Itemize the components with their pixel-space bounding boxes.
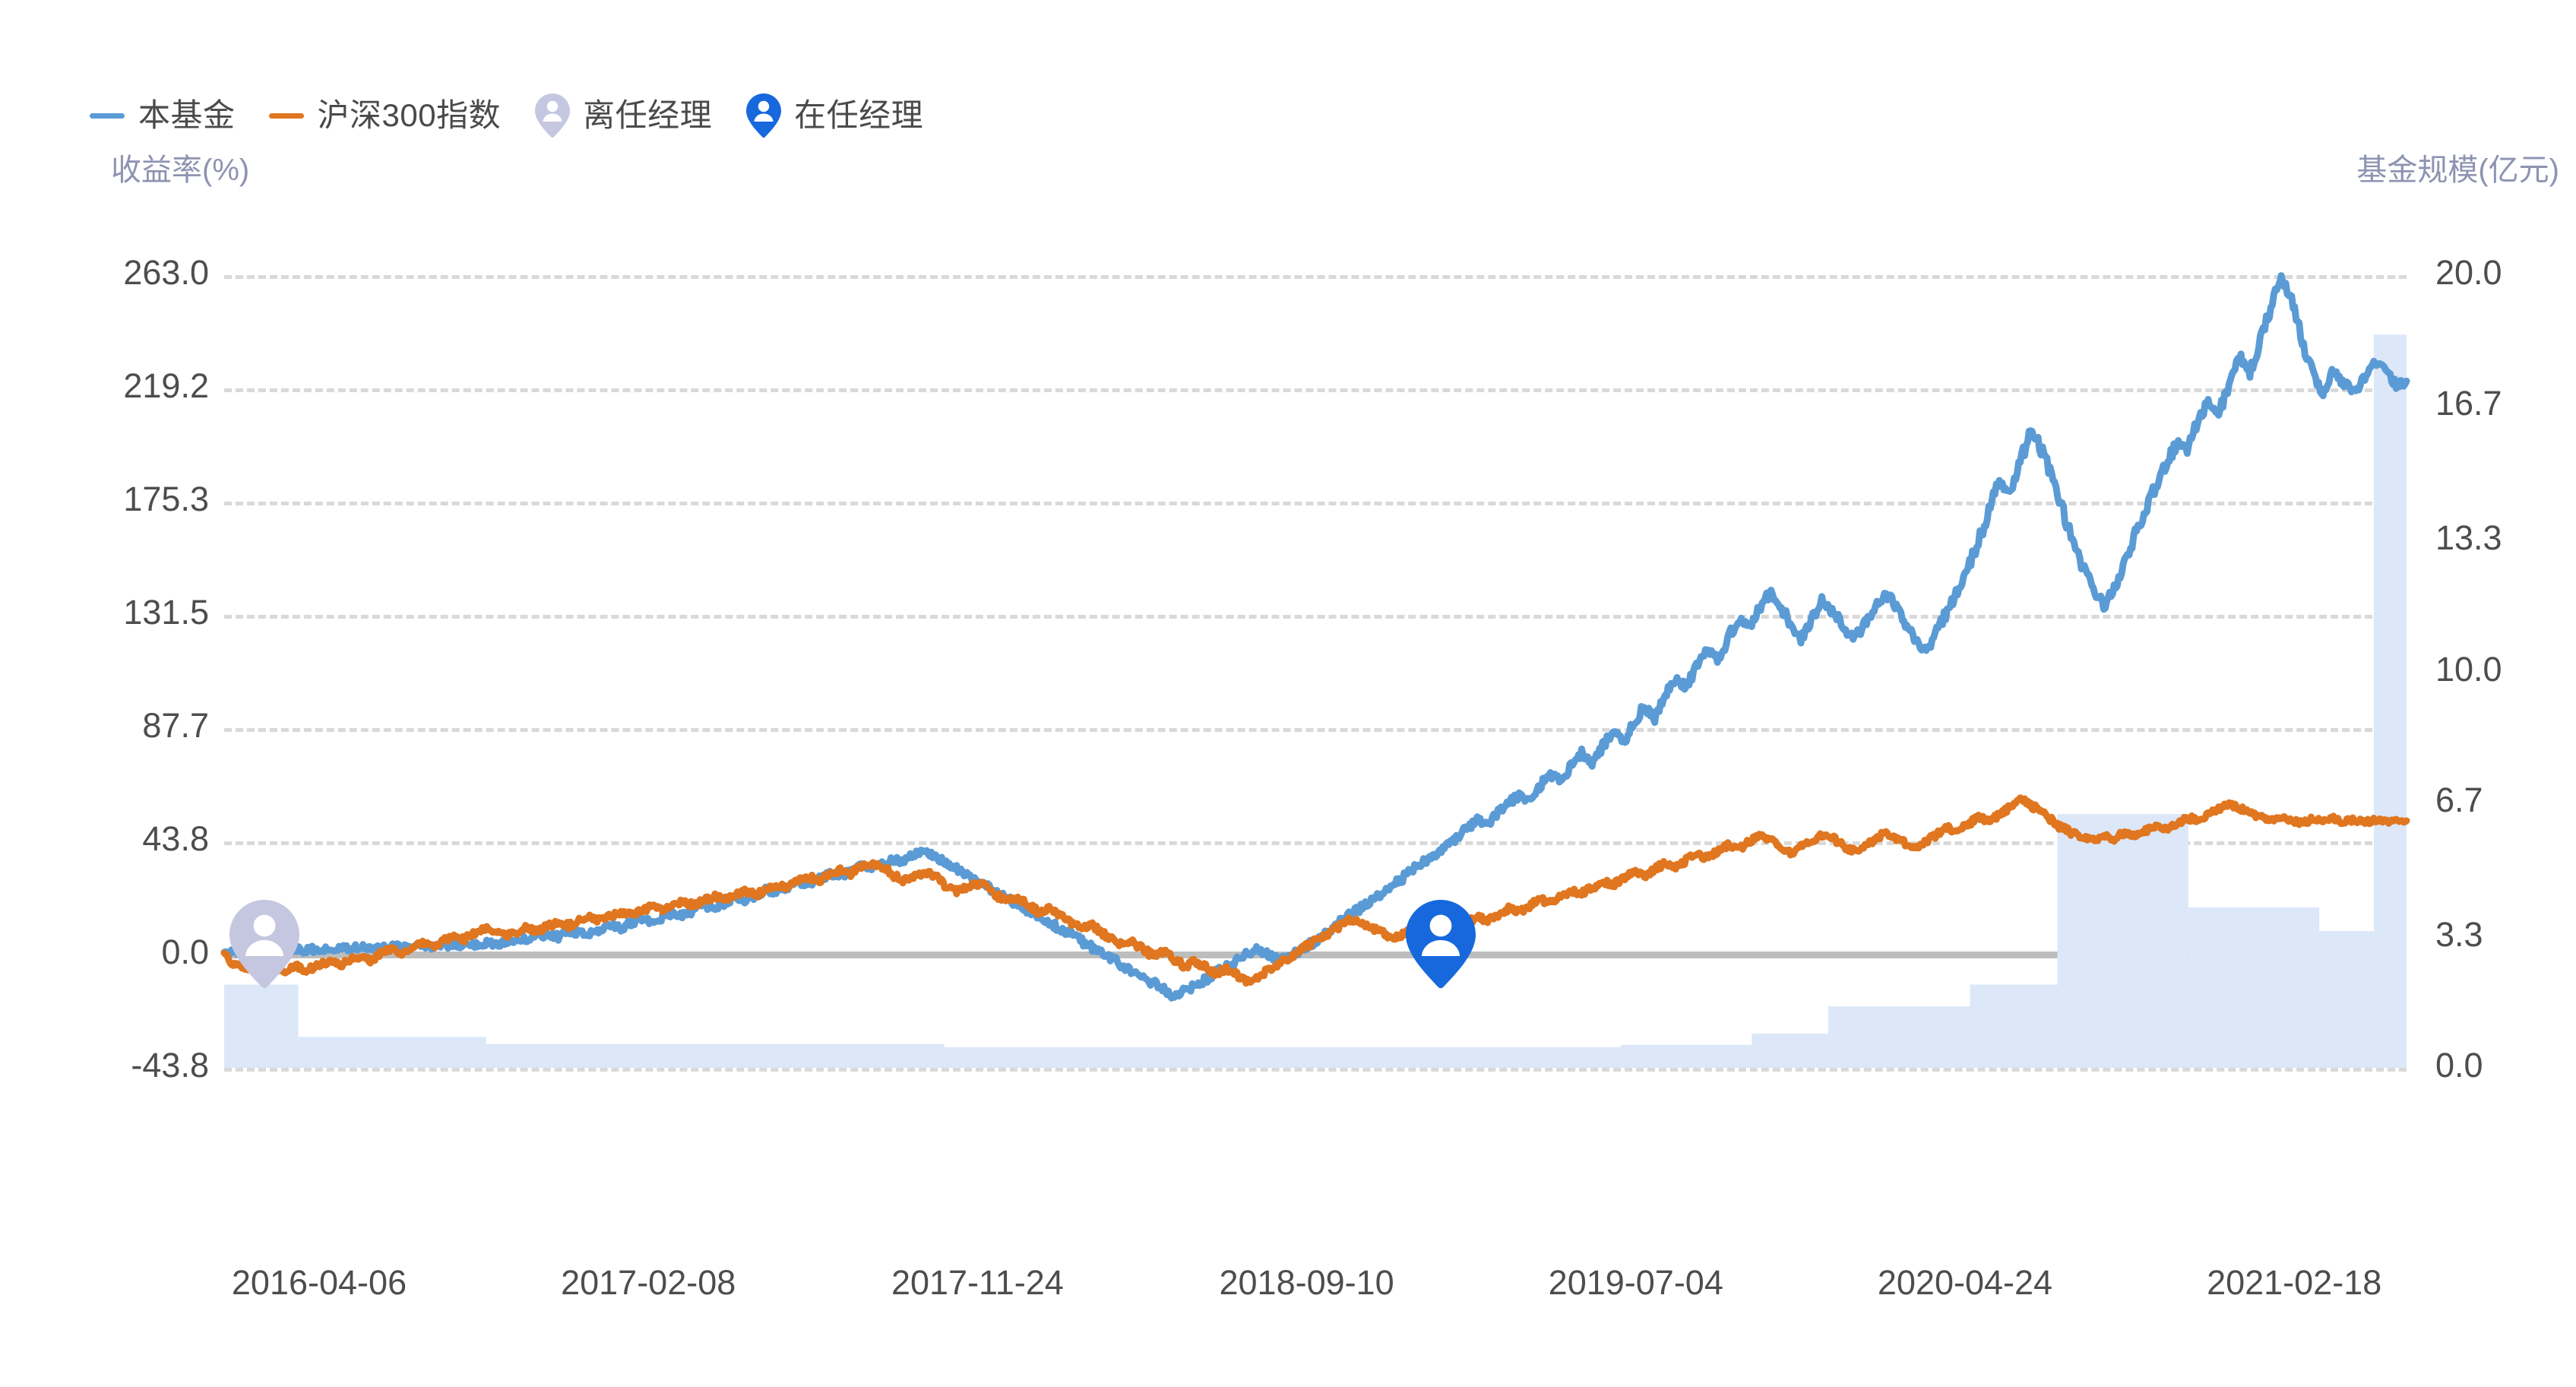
gridline: [224, 727, 2407, 732]
legend-label-fund: 本基金: [138, 97, 236, 133]
gridline: [224, 275, 2407, 279]
fund-size-bar: [486, 1043, 945, 1068]
chart-legend: 本基金 沪深300指数 离任经理: [90, 93, 957, 138]
gridline: [224, 615, 2407, 619]
gridline: [224, 1068, 2407, 1072]
x-tick-label: 2018-09-10: [1219, 1263, 1394, 1302]
person-pin-icon: [1406, 899, 1476, 988]
left-tick-label: 175.3: [123, 480, 209, 519]
zero-baseline: [224, 952, 2407, 959]
left-tick-label: 87.7: [142, 705, 209, 745]
fund-size-bar: [2057, 814, 2188, 1068]
right-tick-label: 3.3: [2435, 914, 2483, 954]
fund-size-bars: [224, 334, 2407, 1069]
gridline: [224, 388, 2407, 392]
fund-size-bar: [1446, 1047, 1622, 1068]
gridline: [224, 841, 2407, 846]
left-axis-title: 收益率(%): [111, 154, 250, 187]
fund-size-bar: [2373, 334, 2407, 1069]
legend-item-fund[interactable]: 本基金: [90, 100, 236, 131]
line-swatch-icon: [90, 112, 125, 119]
fund-size-bar: [298, 1037, 486, 1068]
left-tick-label: 0.0: [161, 933, 209, 972]
left-tick-label: 219.2: [123, 366, 209, 405]
right-tick-label: 13.3: [2435, 518, 2502, 558]
legend-item-current-manager[interactable]: 在任经理: [745, 93, 923, 138]
fund-size-bar: [1970, 984, 2058, 1068]
fund-size-bar: [2319, 931, 2374, 1068]
fund-size-bar: [944, 1047, 1447, 1068]
departed-manager-marker[interactable]: [228, 898, 301, 990]
fund-size-bar: [224, 984, 299, 1068]
line-swatch-icon: [268, 112, 304, 119]
x-tick-label: 2017-11-24: [891, 1263, 1064, 1302]
right-tick-label: 6.7: [2435, 780, 2483, 819]
legend-label-benchmark: 沪深300指数: [317, 97, 502, 133]
fund-size-bar: [1752, 1034, 1828, 1068]
benchmark-return-line: [220, 794, 2410, 987]
fund-size-bar: [1828, 1006, 1970, 1068]
left-tick-label: -43.8: [131, 1046, 209, 1085]
legend-item-departed-manager[interactable]: 离任经理: [534, 93, 712, 138]
fund-size-bar: [1621, 1044, 1752, 1068]
right-axis-title: 基金规模(亿元): [2356, 154, 2559, 187]
gridline: [224, 502, 2407, 506]
current-manager-marker[interactable]: [1404, 898, 1477, 990]
chart-canvas: [220, 272, 2410, 1069]
person-pin-icon: [534, 93, 571, 138]
legend-item-benchmark[interactable]: 沪深300指数: [268, 97, 502, 133]
legend-label-current-manager: 在任经理: [794, 97, 924, 133]
right-tick-label: 20.0: [2435, 253, 2502, 292]
legend-label-departed-manager: 离任经理: [583, 97, 713, 133]
right-tick-label: 10.0: [2435, 649, 2502, 689]
x-tick-label: 2020-04-24: [1877, 1263, 2053, 1302]
right-tick-label: 16.7: [2435, 384, 2502, 423]
left-tick-label: 131.5: [123, 593, 209, 632]
plot-area: [220, 272, 2410, 1072]
left-tick-label: 43.8: [142, 819, 209, 859]
right-tick-label: 0.0: [2435, 1046, 2483, 1085]
x-tick-label: 2021-02-18: [2207, 1263, 2382, 1302]
x-tick-label: 2016-04-06: [231, 1263, 407, 1302]
person-pin-icon: [229, 899, 300, 988]
person-pin-icon: [745, 93, 782, 138]
left-tick-label: 263.0: [123, 253, 209, 292]
x-tick-label: 2017-02-08: [561, 1263, 736, 1302]
x-tick-label: 2019-07-04: [1548, 1263, 1723, 1302]
fund-size-bar: [2188, 907, 2320, 1068]
